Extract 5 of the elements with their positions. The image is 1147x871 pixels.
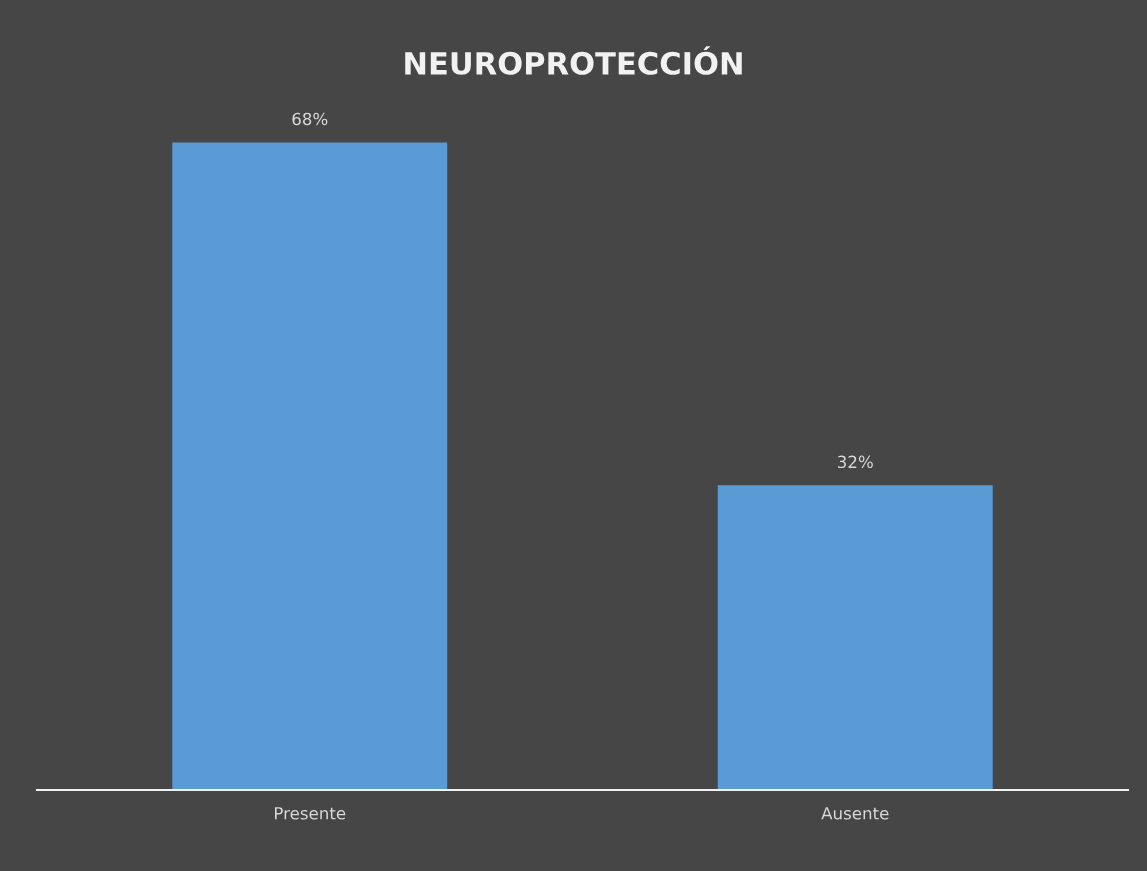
- chart-title: NEUROPROTECCIÓN: [405, 46, 742, 75]
- x-tick-label: Presente: [275, 807, 346, 820]
- data-label: 68%: [292, 112, 328, 126]
- x-tick-label: Ausente: [821, 807, 889, 820]
- data-label: 32%: [838, 455, 873, 469]
